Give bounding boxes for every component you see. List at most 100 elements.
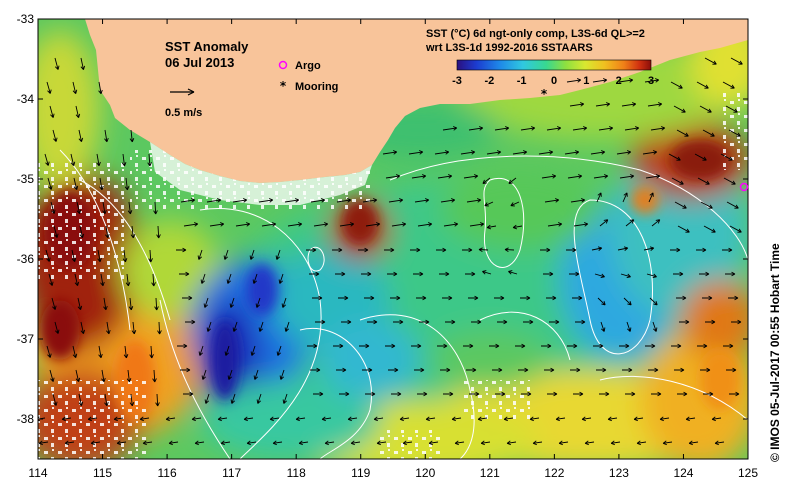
velocity-arrow-icon bbox=[633, 416, 644, 422]
sst-field bbox=[38, 19, 748, 459]
map-date: 06 Jul 2013 bbox=[165, 55, 234, 70]
velocity-arrow-icon bbox=[434, 150, 450, 155]
velocity-arrow-icon bbox=[282, 393, 288, 404]
velocity-arrow-icon bbox=[313, 222, 329, 227]
velocity-arrow-icon bbox=[413, 271, 424, 277]
velocity-arrow-icon bbox=[279, 369, 285, 380]
product-line-2: wrt L3S-1d 1992-2016 SSTAARS bbox=[425, 42, 593, 54]
velocity-arrow-icon bbox=[521, 391, 532, 397]
velocity-arrow-icon bbox=[581, 416, 592, 422]
velocity-arrow-icon bbox=[47, 177, 53, 190]
velocity-arrow-icon bbox=[729, 225, 742, 233]
velocity-arrow-icon bbox=[130, 225, 136, 239]
velocity-arrow-icon bbox=[278, 273, 284, 284]
velocity-arrow-icon bbox=[645, 343, 656, 349]
lon-tick-label: 114 bbox=[28, 466, 47, 480]
lon-tick-label: 123 bbox=[609, 466, 629, 480]
velocity-arrow-icon bbox=[597, 297, 606, 306]
velocity-arrow-icon bbox=[310, 198, 326, 203]
velocity-arrow-icon bbox=[697, 343, 708, 349]
velocity-arrow-icon bbox=[243, 416, 254, 422]
velocity-arrow-icon bbox=[523, 319, 534, 325]
velocity-arrow-icon bbox=[607, 416, 618, 422]
velocity-arrow-icon bbox=[72, 345, 78, 359]
lon-tick-label: 125 bbox=[738, 466, 758, 480]
velocity-arrow-icon bbox=[596, 192, 602, 203]
velocity-arrow-icon bbox=[469, 391, 480, 397]
velocity-arrow-icon bbox=[384, 247, 395, 253]
velocity-arrow-icon bbox=[75, 369, 81, 382]
velocity-arrow-icon bbox=[98, 81, 103, 95]
velocity-arrow-icon bbox=[685, 416, 696, 422]
velocity-arrow-icon bbox=[315, 319, 326, 325]
velocity-arrow-icon bbox=[295, 416, 306, 422]
velocity-arrow-icon bbox=[529, 416, 540, 422]
velocity-arrow-icon bbox=[547, 222, 563, 227]
velocity-arrow-icon bbox=[541, 343, 552, 349]
velocity-arrow-icon bbox=[73, 177, 79, 191]
velocity-arrow-icon bbox=[489, 343, 500, 349]
velocity-arrow-icon bbox=[232, 198, 248, 203]
velocity-arrow-icon bbox=[206, 198, 222, 203]
velocity-arrow-icon bbox=[440, 198, 456, 203]
velocity-arrow-icon bbox=[645, 174, 661, 179]
velocity-arrow-icon bbox=[256, 393, 262, 404]
velocity-arrow-icon bbox=[272, 440, 283, 446]
velocity-arrow-icon bbox=[722, 247, 733, 253]
velocity-arrow-icon bbox=[180, 367, 191, 373]
velocity-arrow-icon bbox=[646, 273, 657, 279]
velocity-arrow-icon bbox=[165, 416, 176, 422]
velocity-arrow-icon bbox=[543, 271, 554, 277]
velocity-arrow-icon bbox=[468, 126, 484, 131]
velocity-arrow-icon bbox=[191, 416, 202, 422]
velocity-arrow-icon bbox=[80, 321, 86, 334]
velocity-arrow-icon bbox=[532, 440, 543, 446]
velocity-arrow-icon bbox=[61, 416, 72, 422]
velocity-arrow-icon bbox=[726, 367, 737, 373]
colorbar-tick-label: -3 bbox=[452, 75, 462, 87]
velocity-arrow-icon bbox=[673, 105, 686, 113]
velocity-arrow-icon bbox=[704, 57, 717, 65]
velocity-arrow-icon bbox=[711, 416, 722, 422]
velocity-arrow-icon bbox=[78, 393, 84, 406]
velocity-arrow-icon bbox=[54, 57, 60, 70]
lat-tick-label: -33 bbox=[17, 12, 35, 26]
velocity-arrow-icon bbox=[486, 224, 497, 230]
velocity-arrow-icon bbox=[333, 343, 344, 349]
velocity-arrow-icon bbox=[139, 416, 150, 422]
velocity-arrow-icon bbox=[419, 319, 430, 325]
velocity-arrow-icon bbox=[217, 416, 228, 422]
velocity-arrow-icon bbox=[382, 150, 398, 155]
velocity-arrow-icon bbox=[647, 102, 663, 107]
velocity-arrow-icon bbox=[90, 440, 101, 446]
velocity-arrow-icon bbox=[728, 295, 739, 301]
velocity-arrow-icon bbox=[312, 295, 323, 301]
velocity-arrow-icon bbox=[677, 225, 690, 233]
velocity-arrow-icon bbox=[463, 343, 474, 349]
velocity-arrow-icon bbox=[324, 440, 335, 446]
colorbar-tick-label: 1 bbox=[583, 75, 589, 87]
velocity-arrow-icon bbox=[321, 416, 332, 422]
velocity-arrow-icon bbox=[131, 321, 137, 335]
velocity-arrow-icon bbox=[671, 343, 682, 349]
velocity-arrow-icon bbox=[443, 222, 459, 227]
velocity-arrow-icon bbox=[674, 201, 687, 209]
velocity-arrow-icon bbox=[700, 201, 713, 209]
velocity-arrow-icon bbox=[411, 174, 427, 179]
velocity-arrow-icon bbox=[512, 224, 523, 230]
velocity-arrow-icon bbox=[650, 126, 666, 131]
velocity-arrow-icon bbox=[385, 343, 396, 349]
colorbar-bar bbox=[456, 59, 652, 71]
velocity-arrow-icon bbox=[116, 440, 127, 446]
velocity-arrow-icon bbox=[546, 295, 557, 301]
velocity-arrow-icon bbox=[442, 295, 453, 301]
velocity-arrow-icon bbox=[648, 367, 659, 373]
velocity-arrow-icon bbox=[367, 319, 378, 325]
velocity-arrow-icon bbox=[439, 271, 450, 277]
velocity-arrow-icon bbox=[51, 297, 57, 310]
velocity-arrow-icon bbox=[590, 150, 606, 155]
velocity-arrow-icon bbox=[730, 57, 743, 65]
velocity-arrow-icon bbox=[147, 153, 152, 167]
velocity-arrow-icon bbox=[440, 367, 451, 373]
velocity-arrow-icon bbox=[48, 273, 54, 286]
